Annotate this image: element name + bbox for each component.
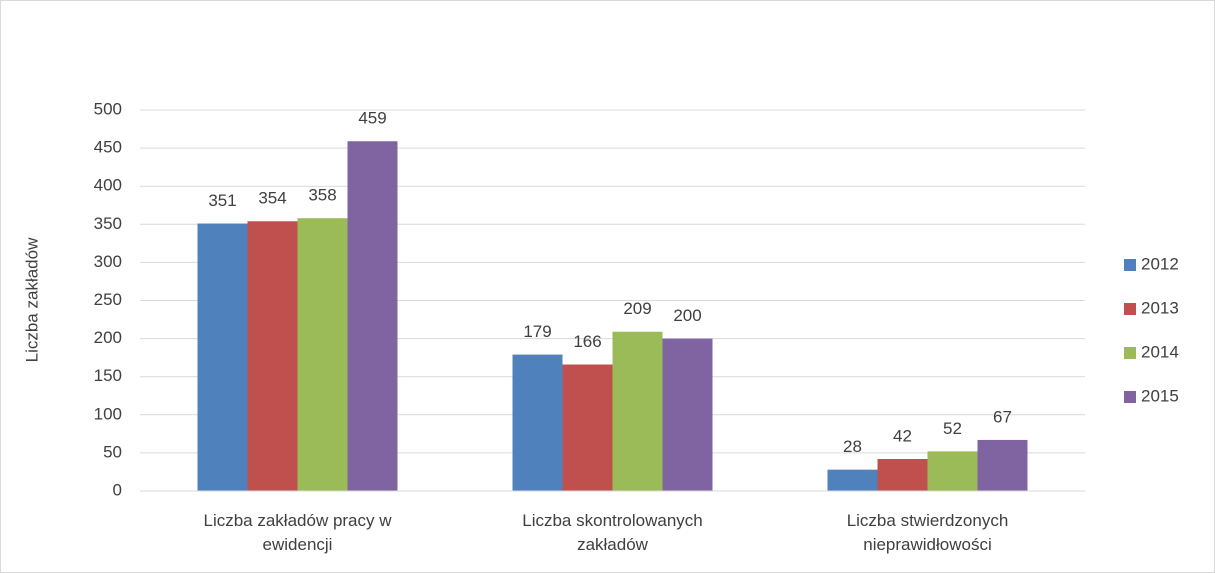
- y-tick-label: 300: [94, 252, 122, 271]
- y-tick-label: 100: [94, 404, 122, 423]
- x-tick-label: Liczba stwierdzonych nieprawidłowości: [846, 511, 1009, 554]
- legend-swatch: [1124, 391, 1136, 403]
- y-tick-label: 450: [94, 138, 122, 157]
- y-tick-label: 500: [94, 99, 122, 118]
- bar: [197, 223, 248, 491]
- data-label: 354: [258, 189, 286, 208]
- bar: [827, 469, 878, 491]
- y-tick-label: 0: [113, 480, 122, 499]
- data-label: 459: [358, 109, 386, 128]
- bar: [247, 221, 298, 491]
- x-tick-label: Liczba zakładów pracy w ewidencji: [203, 511, 392, 554]
- y-tick-label: 50: [103, 442, 122, 461]
- legend-label: 2013: [1141, 298, 1179, 317]
- bar: [297, 218, 348, 492]
- data-label: 67: [993, 407, 1012, 426]
- data-label: 28: [843, 437, 862, 456]
- bar: [347, 141, 398, 491]
- bar: [927, 451, 978, 491]
- y-tick-label: 200: [94, 328, 122, 347]
- data-label: 351: [208, 191, 236, 210]
- x-tick-label-box: Liczba zakładów pracy w ewidencji: [203, 511, 392, 554]
- x-tick-label-box: Liczba skontrolowanych zakładów: [522, 511, 703, 554]
- bar: [877, 458, 928, 491]
- y-tick-label: 250: [94, 290, 122, 309]
- legend-swatch: [1124, 259, 1136, 271]
- bar: [562, 364, 613, 491]
- data-label: 358: [308, 186, 336, 205]
- y-tick-label: 350: [94, 214, 122, 233]
- y-axis-title: Liczba zakładów: [22, 237, 41, 362]
- y-tick-label: 150: [94, 366, 122, 385]
- data-label: 166: [573, 332, 601, 351]
- legend-label: 2014: [1141, 342, 1179, 361]
- bar: [662, 338, 713, 491]
- legend-label: 2012: [1141, 254, 1179, 273]
- data-label: 179: [523, 322, 551, 341]
- data-label: 200: [673, 306, 701, 325]
- data-label: 42: [893, 426, 912, 445]
- legend-label: 2015: [1141, 386, 1179, 405]
- x-tick-label-box: Liczba stwierdzonych nieprawidłowości: [846, 511, 1009, 554]
- legend-swatch: [1124, 303, 1136, 315]
- data-label: 52: [943, 419, 962, 438]
- bar: [612, 331, 663, 491]
- bar: [977, 439, 1028, 491]
- data-label: 209: [623, 299, 651, 318]
- legend-swatch: [1124, 347, 1136, 359]
- y-tick-label: 400: [94, 176, 122, 195]
- bar: [512, 354, 563, 491]
- x-tick-label: Liczba skontrolowanych zakładów: [522, 511, 703, 554]
